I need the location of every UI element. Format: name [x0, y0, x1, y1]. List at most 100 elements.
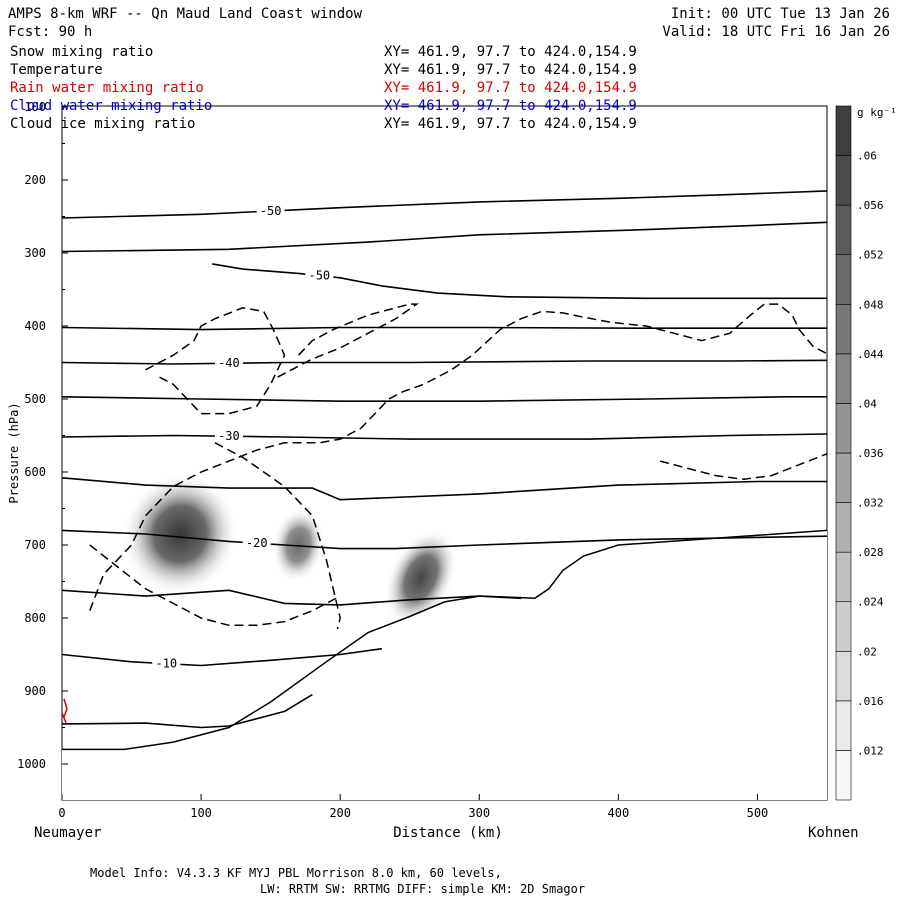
- cloud-ice-contour: [145, 307, 286, 415]
- y-tick-label: 100: [24, 100, 46, 114]
- isotherm-line: [62, 693, 313, 729]
- legend-cross-section-coords: XY= 461.9, 97.7 to 424.0,154.9: [384, 98, 637, 114]
- colorbar-tick-label: .056: [857, 199, 884, 212]
- cloud-ice-contour: [214, 442, 341, 630]
- x-tick-label: 0: [58, 806, 65, 820]
- legend-cross-section-coords: XY= 461.9, 97.7 to 424.0,154.9: [384, 62, 637, 78]
- isotherm-line: [212, 263, 827, 300]
- terrain-boundary: [62, 529, 827, 800]
- snow-maximum-blob: [121, 472, 239, 596]
- colorbar-bin: [835, 403, 852, 454]
- x-tick-label: 200: [329, 806, 351, 820]
- y-tick-label: 600: [24, 465, 46, 479]
- isotherm-label-bg: [256, 204, 285, 218]
- colorbar-bin: [835, 303, 852, 355]
- legend-cross-section-coords: XY= 461.9, 97.7 to 424.0,154.9: [384, 116, 637, 132]
- isotherm-line: [62, 647, 383, 667]
- y-tick-label: 1000: [17, 757, 46, 771]
- isotherm-label: -20: [246, 536, 268, 550]
- colorbar-tick-label: .02: [857, 645, 877, 658]
- temperature-isotherms: -50 -50 -40 -30 -20 -10: [62, 190, 827, 729]
- colorbar-bin: [835, 254, 852, 305]
- cloud-ice-contour: [277, 303, 420, 378]
- colorbar-tick-label: .048: [857, 298, 884, 311]
- legend-field-name: Snow mixing ratio: [10, 44, 153, 60]
- isotherm-line: [62, 477, 827, 501]
- isotherm-label: -50: [308, 269, 330, 283]
- cloud-ice-contour: [89, 544, 341, 627]
- colorbar-tick-label: .06: [857, 150, 877, 163]
- isotherm-line: [62, 190, 827, 219]
- colorbar-bin: [835, 551, 852, 603]
- colorbar-bin: [835, 502, 852, 553]
- colorbar-tick-label: .044: [857, 348, 884, 361]
- colorbar-tick-label: .052: [857, 249, 884, 262]
- colorbar: .012 .016 .02 .024 .028 .032 .036 .04 .044 .048 .0…: [835, 105, 897, 801]
- terrain-fill: [62, 530, 827, 800]
- isotherm-label: -50: [260, 204, 282, 218]
- colorbar-bin: [835, 601, 852, 652]
- forecast-hour: Fcst: 90 h: [8, 24, 92, 40]
- isotherm-line: [62, 221, 827, 253]
- y-tick-label: 800: [24, 611, 46, 625]
- figure-title: AMPS 8-km WRF -- Qn Maud Land Coast wind…: [8, 6, 363, 22]
- colorbar-tick-label: .024: [857, 596, 884, 609]
- x-axis-title: Distance (km): [393, 825, 503, 841]
- colorbar-tick-label: .036: [857, 447, 884, 460]
- x-axis-left-station: Neumayer: [34, 825, 101, 841]
- init-time: Init: 00 UTC Tue 13 Jan 26: [671, 6, 890, 22]
- rain-water-contour-fragment: [61, 698, 68, 724]
- model-info-line2: LW: RRTM SW: RRTMG DIFF: simple KM: 2D S…: [260, 882, 585, 896]
- y-tick-label: 200: [24, 173, 46, 187]
- y-tick-label: 500: [24, 392, 46, 406]
- valid-time: Valid: 18 UTC Fri 16 Jan 26: [662, 24, 890, 40]
- isotherm-label: -40: [218, 356, 240, 370]
- colorbar-bin: [835, 750, 852, 801]
- x-tick-label: 400: [608, 806, 630, 820]
- colorbar-bin: [835, 452, 852, 503]
- colorbar-bin: [835, 155, 852, 206]
- cloud-ice-contours: [89, 303, 827, 630]
- isotherm-label: -30: [218, 429, 240, 443]
- y-tick-label: 400: [24, 319, 46, 333]
- isotherm-label: -10: [155, 657, 177, 671]
- colorbar-tick-label: .032: [857, 497, 884, 510]
- colorbar-tick-label: .012: [857, 744, 884, 757]
- colorbar-bin: [835, 105, 852, 156]
- x-tick-label: 100: [190, 806, 212, 820]
- isotherm-line: [62, 589, 522, 606]
- isotherm-line: [62, 396, 827, 402]
- y-tick-label: 700: [24, 538, 46, 552]
- isotherm-label-bg: [214, 429, 243, 443]
- snow-mixing-ratio-shading: [121, 472, 458, 627]
- x-tick-label: 500: [747, 806, 769, 820]
- legend-field-name: Temperature: [10, 62, 103, 78]
- legend-cross-section-coords: XY= 461.9, 97.7 to 424.0,154.9: [384, 80, 637, 96]
- legend-cross-section-coords: XY= 461.9, 97.7 to 424.0,154.9: [384, 44, 637, 60]
- colorbar-bin: [835, 204, 852, 256]
- x-tick-label: 300: [468, 806, 490, 820]
- snow-maximum-blob: [272, 507, 325, 583]
- isotherm-line: [62, 529, 827, 550]
- colorbar-tick-label: .04: [857, 397, 877, 410]
- y-tick-label: 300: [24, 246, 46, 260]
- colorbar-bin: [835, 353, 852, 404]
- isotherm-line: [62, 326, 827, 331]
- colorbar-bin: [835, 650, 852, 702]
- isotherm-label-bg: [152, 656, 181, 670]
- plot-area: -50 -50 -40 -30 -20 -10 0 100 200 300 400 500 100 20…: [17, 100, 828, 820]
- legend-field-name: Rain water mixing ratio: [10, 80, 204, 96]
- x-axis-right-station: Kohnen: [808, 825, 859, 841]
- isotherm-line: [62, 433, 827, 440]
- model-info-line1: Model Info: V4.3.3 KF MYJ PBL Morrison 8…: [90, 866, 502, 880]
- terrain-surface-line: [62, 529, 827, 751]
- colorbar-tick-label: .016: [857, 695, 884, 708]
- isotherm-label-bg: [305, 268, 334, 282]
- isotherm-label-bg: [214, 356, 243, 370]
- isotherm-label-bg: [242, 536, 271, 550]
- legend-field-name: Cloud water mixing ratio: [10, 98, 212, 114]
- colorbar-bin: [835, 700, 852, 751]
- cloud-ice-contour: [89, 303, 827, 611]
- colorbar-tick-label: .028: [857, 546, 884, 559]
